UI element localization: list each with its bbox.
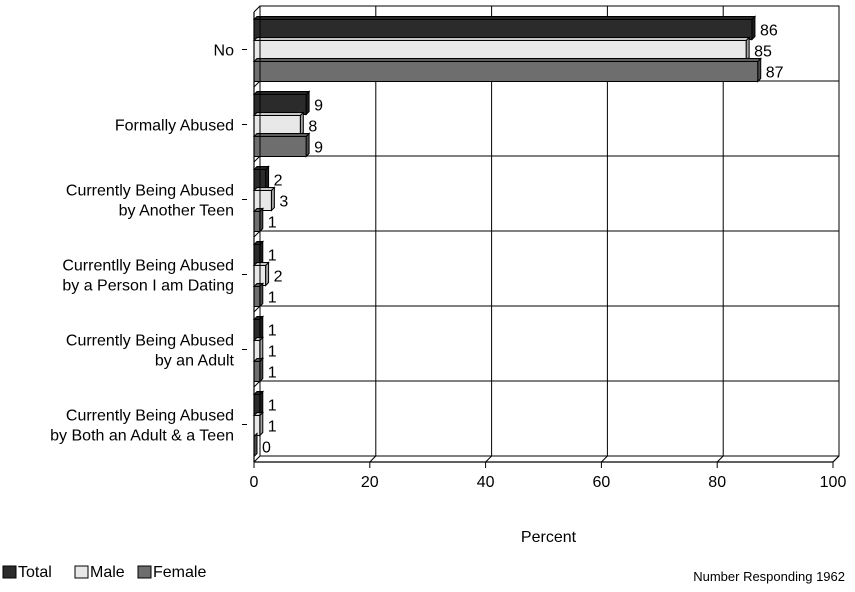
bar-total-0 (252, 15, 757, 41)
category-label: Currentlly Being Abused by a Person I am … (62, 258, 234, 295)
floor-gridline (601, 455, 608, 463)
value-label: 1 (268, 344, 277, 361)
value-label: 85 (754, 44, 772, 61)
x-tick-label: 20 (361, 474, 379, 491)
bar-male-1 (252, 111, 305, 137)
bar-female-4 (252, 357, 264, 383)
value-label: 9 (314, 98, 323, 115)
legend-item-total: Total (2, 564, 52, 581)
bar-female-1 (252, 132, 311, 158)
legend: Total Male Female (2, 564, 206, 581)
floor-gridline (253, 455, 261, 463)
category-label: Formally Abused (115, 118, 234, 135)
floor-gridline (369, 455, 377, 463)
bar-total-3 (252, 240, 264, 266)
legend-label: Total (18, 564, 52, 581)
bar-female-3 (252, 282, 264, 308)
x-axis-ticks: 0 20 40 60 80 100 (250, 462, 847, 491)
x-axis-title: Percent (521, 529, 577, 546)
bar-female-0 (252, 57, 762, 83)
bar-male-0 (252, 36, 751, 62)
floor-gridline (716, 455, 724, 463)
legend-label: Male (90, 564, 125, 581)
legend-label: Female (153, 564, 206, 581)
value-label: 1 (268, 290, 277, 307)
value-label: 86 (760, 23, 778, 40)
bar-male-2 (252, 186, 276, 212)
response-count-note: Number Responding 1962 (693, 569, 845, 584)
bar-female-2 (252, 207, 264, 233)
bar-total-1 (252, 90, 311, 116)
bar-total-2 (252, 165, 270, 191)
bar-total-5 (252, 390, 264, 416)
value-label: 2 (274, 173, 283, 190)
bar-total-4 (252, 315, 264, 341)
value-label: 9 (314, 140, 323, 157)
legend-swatch (2, 565, 17, 579)
category-label: No (214, 43, 235, 60)
x-tick-label: 0 (250, 474, 259, 491)
value-label: 8 (308, 119, 317, 136)
x-tick-label: 80 (708, 474, 726, 491)
category-label: Currently Being Abused by Another Teen (66, 183, 234, 220)
category-label: Currently Being Abused by an Adult (66, 333, 235, 370)
value-label: 2 (274, 269, 283, 286)
legend-swatch (137, 565, 152, 579)
category-label: Currently Being Abused by Both an Adult &… (50, 408, 234, 445)
value-label: 1 (268, 248, 277, 265)
value-label: 3 (279, 194, 288, 211)
plot-frame (253, 5, 840, 463)
legend-item-male: Male (74, 564, 125, 581)
bar-male-4 (252, 336, 264, 362)
bar-male-5 (252, 411, 264, 437)
value-label: 1 (268, 215, 277, 232)
value-label: 1 (268, 365, 277, 382)
back-wall-outline (259, 5, 840, 457)
bar-male-3 (252, 261, 270, 287)
category-labels: No Formally Abused Currently Being Abused b… (50, 43, 247, 445)
legend-swatch (74, 565, 89, 579)
value-label: 1 (268, 419, 277, 436)
x-tick-label: 100 (820, 474, 847, 491)
x-tick-label: 60 (593, 474, 611, 491)
floor-right-edge (832, 455, 840, 463)
x-tick-label: 40 (477, 474, 495, 491)
value-label: 1 (268, 323, 277, 340)
value-label: 87 (766, 65, 784, 82)
value-label: 1 (268, 398, 277, 415)
legend-item-female: Female (137, 564, 206, 581)
side-top-edge (253, 5, 261, 13)
floor-gridline (485, 455, 492, 463)
value-label: 0 (262, 440, 271, 457)
